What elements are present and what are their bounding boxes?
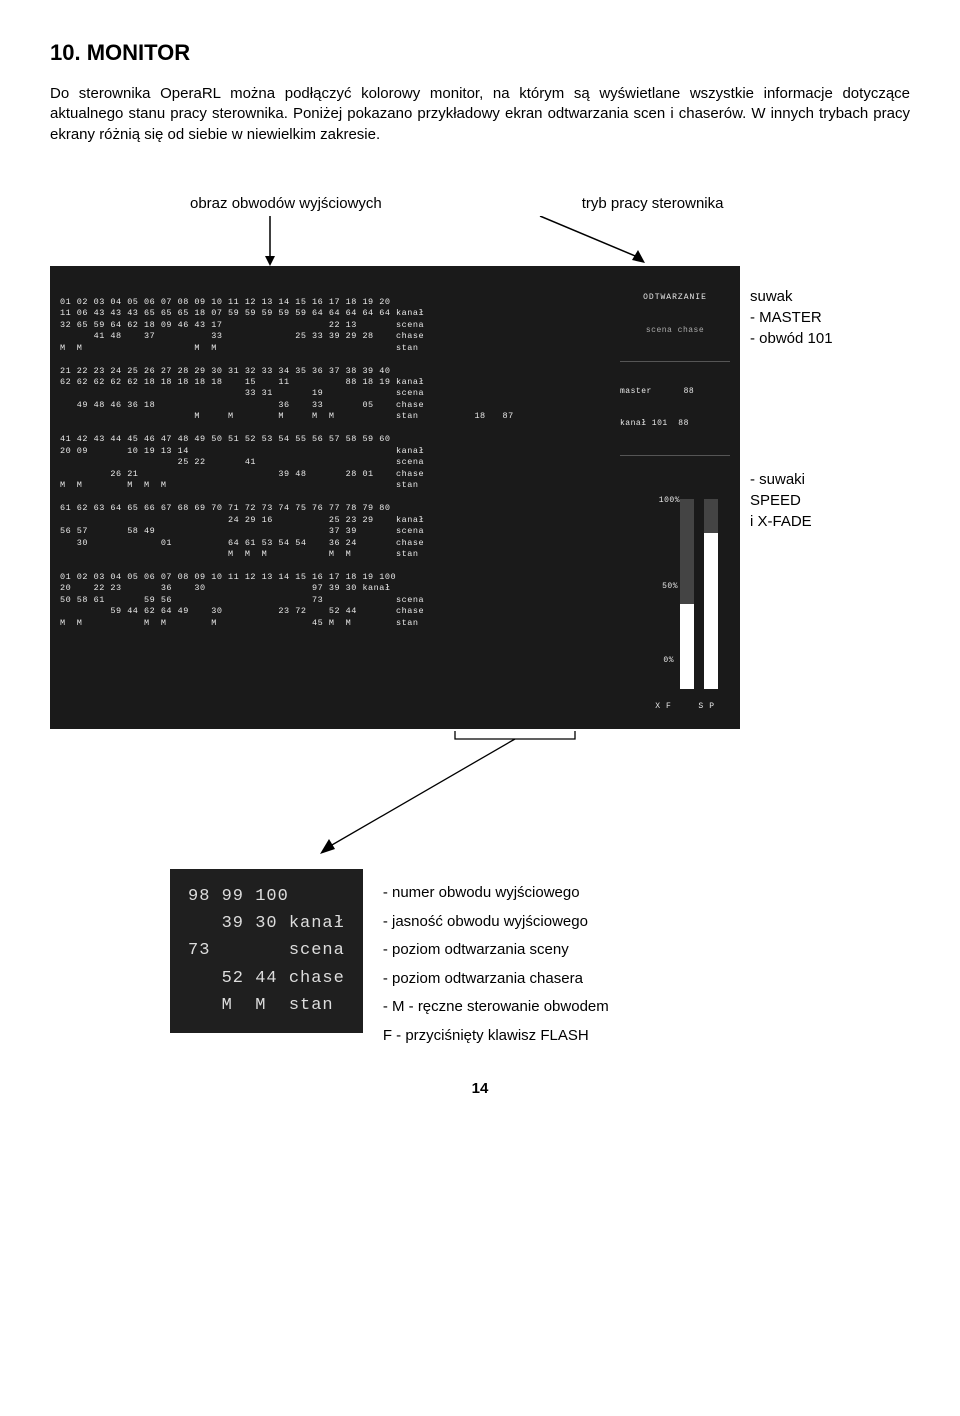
kanal-value: kanał 101 88 bbox=[620, 419, 730, 430]
detail-screenshot: 98 99 100 39 30 kanał 73 scena 52 44 cha… bbox=[170, 869, 363, 1033]
sp-bar-fill bbox=[704, 533, 718, 689]
bar-label-100: 100% bbox=[659, 496, 680, 507]
legend-line: - M - ręczne sterowanie obwodem bbox=[383, 993, 609, 1022]
screen-right-panel: ODTWARZANIE scena chase master 88 kanał … bbox=[620, 266, 730, 480]
xf-bar-track bbox=[680, 499, 694, 689]
callout-label-mode: tryb pracy sterownika bbox=[582, 195, 724, 212]
fader-bars bbox=[680, 499, 718, 689]
side-annotations: suwak - MASTER - obwód 101 - suwaki SPEE… bbox=[750, 266, 833, 602]
legend-line: - jasność obwodu wyjściowego bbox=[383, 908, 609, 937]
section-heading: 10. MONITOR bbox=[50, 40, 910, 66]
callout-label-outputs: obraz obwodów wyjściowych bbox=[190, 195, 382, 212]
annot-xfade: i X-FADE bbox=[750, 511, 833, 532]
mode-header: ODTWARZANIE bbox=[620, 293, 730, 304]
xf-bar-fill bbox=[680, 604, 694, 690]
detail-callout-arrow bbox=[145, 729, 815, 859]
annot-obwod101: - obwód 101 bbox=[750, 328, 833, 349]
intro-paragraph: Do sterownika OperaRL można podłączyć ko… bbox=[50, 84, 910, 145]
monitor-screenshot: 01 02 03 04 05 06 07 08 09 10 11 12 13 1… bbox=[50, 266, 740, 729]
legend-line: - poziom odtwarzania sceny bbox=[383, 936, 609, 965]
mode-subheader: scena chase bbox=[620, 326, 730, 337]
legend-line: F - przyciśnięty klawisz FLASH bbox=[383, 1022, 609, 1051]
legend-line: - poziom odtwarzania chasera bbox=[383, 965, 609, 994]
annot-master: - MASTER bbox=[750, 307, 833, 328]
callout-arrows bbox=[50, 216, 910, 266]
master-value: master 88 bbox=[620, 387, 730, 398]
bar-axis-labels: XF SP bbox=[655, 702, 720, 713]
sp-bar-track bbox=[704, 499, 718, 689]
annot-speed: SPEED bbox=[750, 490, 833, 511]
bar-label-50: 50% bbox=[662, 582, 678, 593]
legend-line: - numer obwodu wyjściowego bbox=[383, 879, 609, 908]
annot-suwaki: - suwaki bbox=[750, 469, 833, 490]
bar-label-0: 0% bbox=[663, 656, 674, 667]
detail-legend: - numer obwodu wyjściowego- jasność obwo… bbox=[383, 869, 609, 1050]
page-number: 14 bbox=[50, 1080, 910, 1097]
annot-suwak: suwak bbox=[750, 286, 833, 307]
